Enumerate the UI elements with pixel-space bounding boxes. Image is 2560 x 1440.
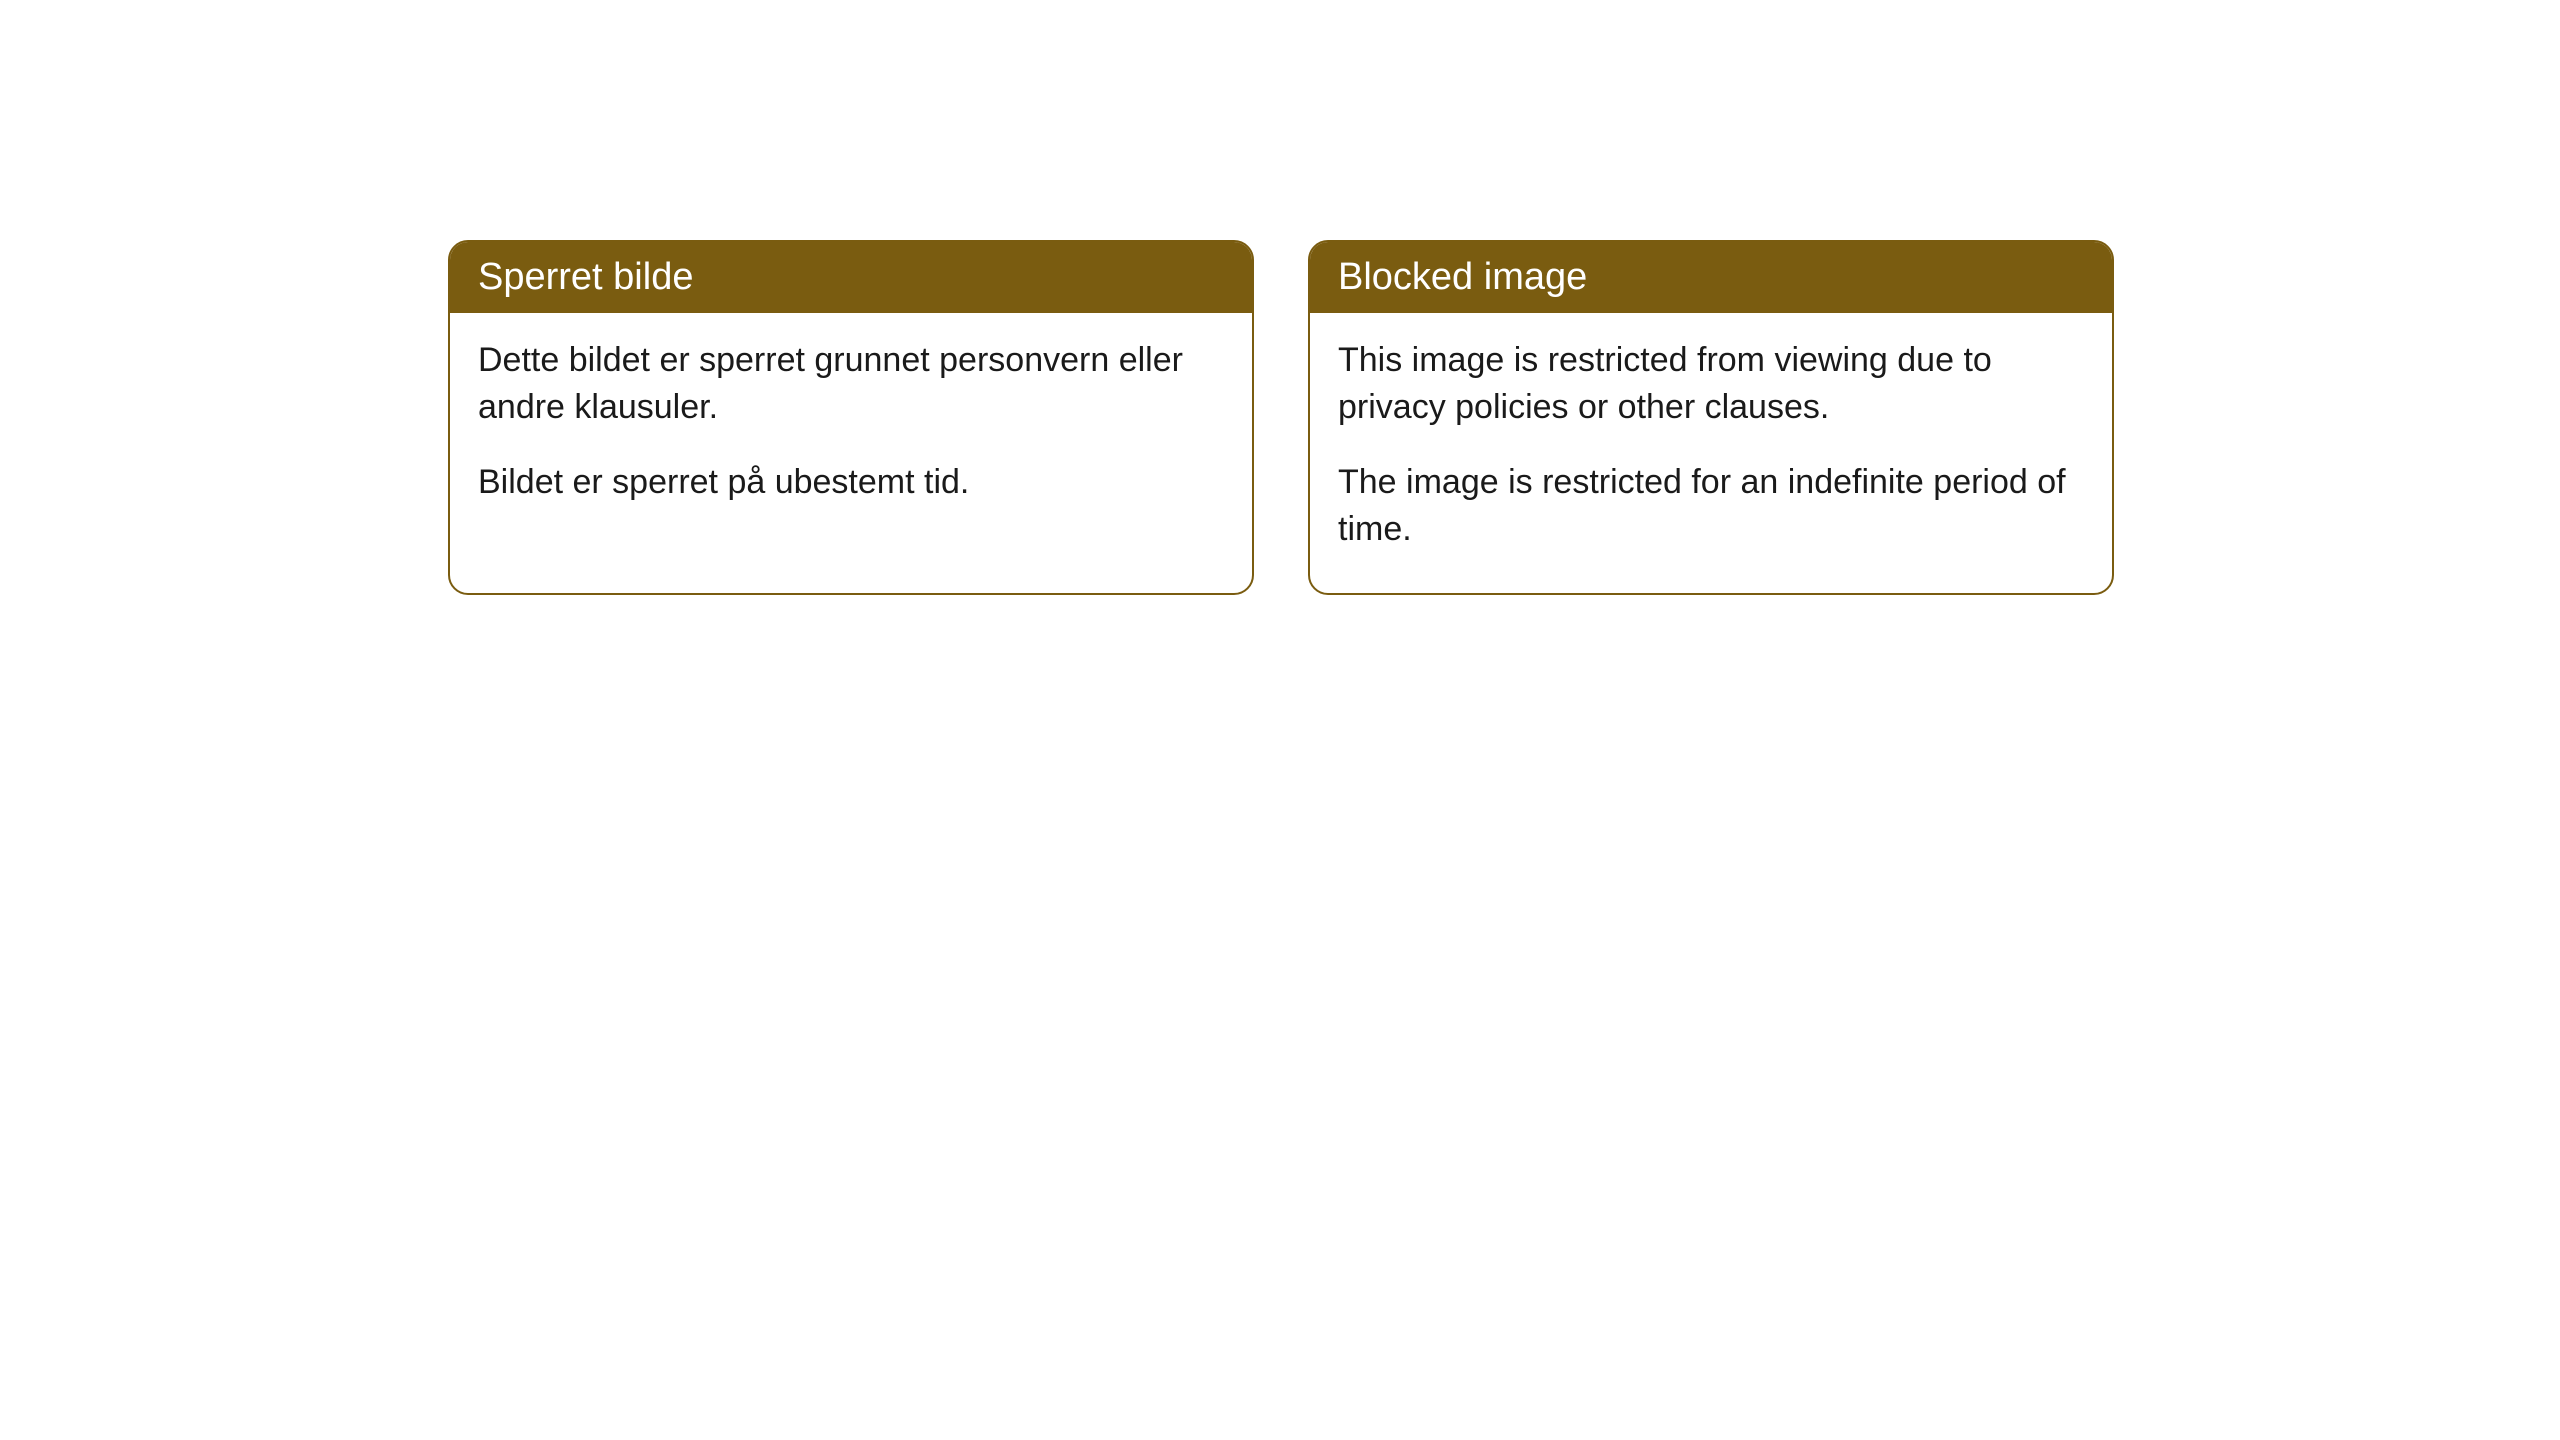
card-paragraph-2: The image is restricted for an indefinit… [1338, 459, 2084, 553]
blocked-image-card-no: Sperret bilde Dette bildet er sperret gr… [448, 240, 1254, 595]
card-paragraph-1: This image is restricted from viewing du… [1338, 337, 2084, 431]
card-header: Blocked image [1310, 242, 2112, 313]
notice-container: Sperret bilde Dette bildet er sperret gr… [0, 0, 2560, 595]
card-body: This image is restricted from viewing du… [1310, 313, 2112, 593]
card-title: Sperret bilde [478, 256, 693, 298]
blocked-image-card-en: Blocked image This image is restricted f… [1308, 240, 2114, 595]
card-header: Sperret bilde [450, 242, 1252, 313]
card-paragraph-1: Dette bildet er sperret grunnet personve… [478, 337, 1224, 431]
card-paragraph-2: Bildet er sperret på ubestemt tid. [478, 459, 1224, 506]
card-title: Blocked image [1338, 256, 1587, 298]
card-body: Dette bildet er sperret grunnet personve… [450, 313, 1252, 546]
